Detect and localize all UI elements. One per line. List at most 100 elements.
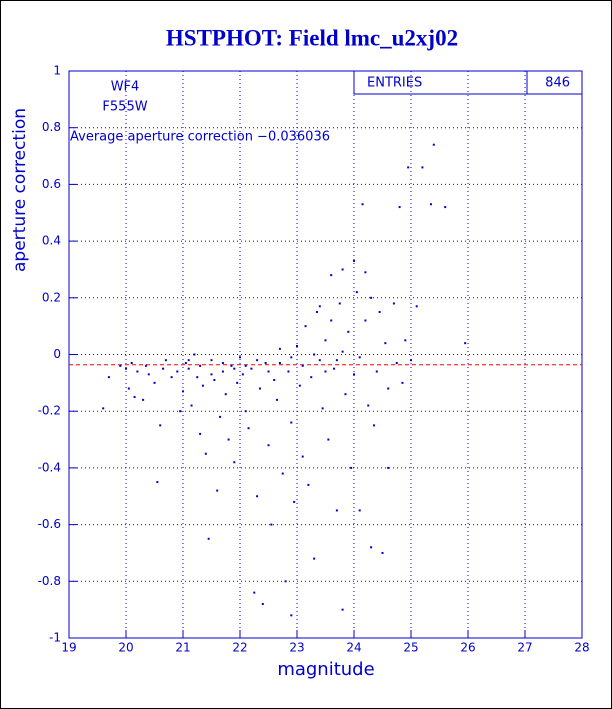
x-tick-label: 21 — [175, 641, 190, 655]
point — [318, 359, 321, 362]
point — [199, 432, 202, 435]
y-tick-label: 0.2 — [42, 290, 61, 304]
y-tick-label: -0.8 — [38, 574, 61, 588]
point — [147, 373, 150, 376]
point — [107, 376, 110, 379]
point — [304, 325, 307, 328]
point — [227, 438, 230, 441]
y-tick-label: -0.2 — [38, 404, 61, 418]
point — [301, 455, 304, 458]
point — [313, 353, 316, 356]
y-tick-label: -0.6 — [38, 517, 61, 531]
point — [296, 344, 298, 347]
point — [233, 461, 236, 464]
chart-title: HSTPHOT: Field lmc_u2xj02 — [166, 25, 458, 50]
point — [401, 381, 404, 384]
point — [341, 608, 344, 611]
point — [119, 364, 122, 367]
point — [236, 381, 239, 384]
point — [353, 373, 355, 376]
point — [378, 310, 381, 313]
point — [224, 393, 227, 396]
stats-value: 846 — [545, 76, 570, 91]
point — [310, 376, 313, 379]
point — [370, 296, 373, 299]
x-tick-label: 27 — [517, 641, 532, 655]
point — [392, 302, 395, 305]
point — [221, 362, 224, 365]
point — [210, 359, 213, 362]
point — [395, 362, 398, 365]
point — [301, 364, 304, 367]
point — [398, 206, 401, 209]
point — [267, 444, 270, 447]
x-tick-label: 25 — [403, 641, 418, 655]
point — [384, 342, 387, 345]
point — [184, 362, 187, 365]
x-tick-label: 23 — [289, 641, 304, 655]
point — [179, 410, 182, 413]
point — [270, 523, 273, 526]
point — [432, 143, 435, 146]
annotation: F555W — [102, 100, 147, 115]
point — [256, 495, 259, 498]
point — [239, 356, 241, 359]
point — [353, 259, 355, 262]
point — [278, 347, 281, 350]
point — [253, 591, 256, 594]
point — [344, 393, 347, 396]
point — [367, 404, 370, 407]
x-tick-label: 22 — [232, 641, 247, 655]
x-tick-label: 26 — [460, 641, 475, 655]
point — [258, 387, 261, 390]
point — [429, 203, 432, 206]
point — [216, 489, 219, 492]
point — [464, 342, 467, 345]
point — [287, 370, 290, 373]
point — [247, 427, 250, 430]
y-tick-label: 0.8 — [42, 120, 61, 134]
y-tick-label: -0.4 — [38, 460, 61, 474]
point — [142, 398, 145, 401]
point — [196, 376, 199, 379]
y-tick-label: 0 — [53, 347, 61, 361]
stats-label: ENTRIES — [367, 76, 422, 91]
point — [298, 384, 301, 387]
point — [133, 396, 136, 399]
point — [358, 509, 361, 512]
point — [199, 364, 202, 367]
point — [387, 466, 390, 469]
point — [164, 359, 167, 362]
y-tick-label: 0.6 — [42, 177, 61, 191]
point — [361, 203, 364, 206]
point — [387, 387, 390, 390]
x-tick-label: 28 — [574, 641, 589, 655]
point — [315, 310, 318, 313]
point — [341, 350, 344, 353]
point — [284, 580, 287, 583]
point — [182, 390, 184, 393]
point — [276, 398, 279, 401]
annotation: WF4 — [111, 80, 140, 95]
point — [125, 367, 127, 370]
point — [176, 370, 179, 373]
point — [330, 319, 333, 322]
point — [290, 421, 293, 424]
point — [230, 364, 233, 367]
point — [375, 370, 378, 373]
x-axis-label: magnitude — [277, 659, 374, 680]
point — [307, 483, 310, 486]
point — [313, 557, 316, 560]
point — [130, 362, 133, 365]
point — [273, 379, 276, 382]
point — [162, 367, 165, 370]
point — [241, 373, 244, 376]
point — [256, 359, 259, 362]
point — [244, 410, 247, 413]
point — [190, 404, 193, 407]
point — [250, 367, 253, 370]
point — [267, 370, 270, 373]
point — [410, 359, 412, 362]
